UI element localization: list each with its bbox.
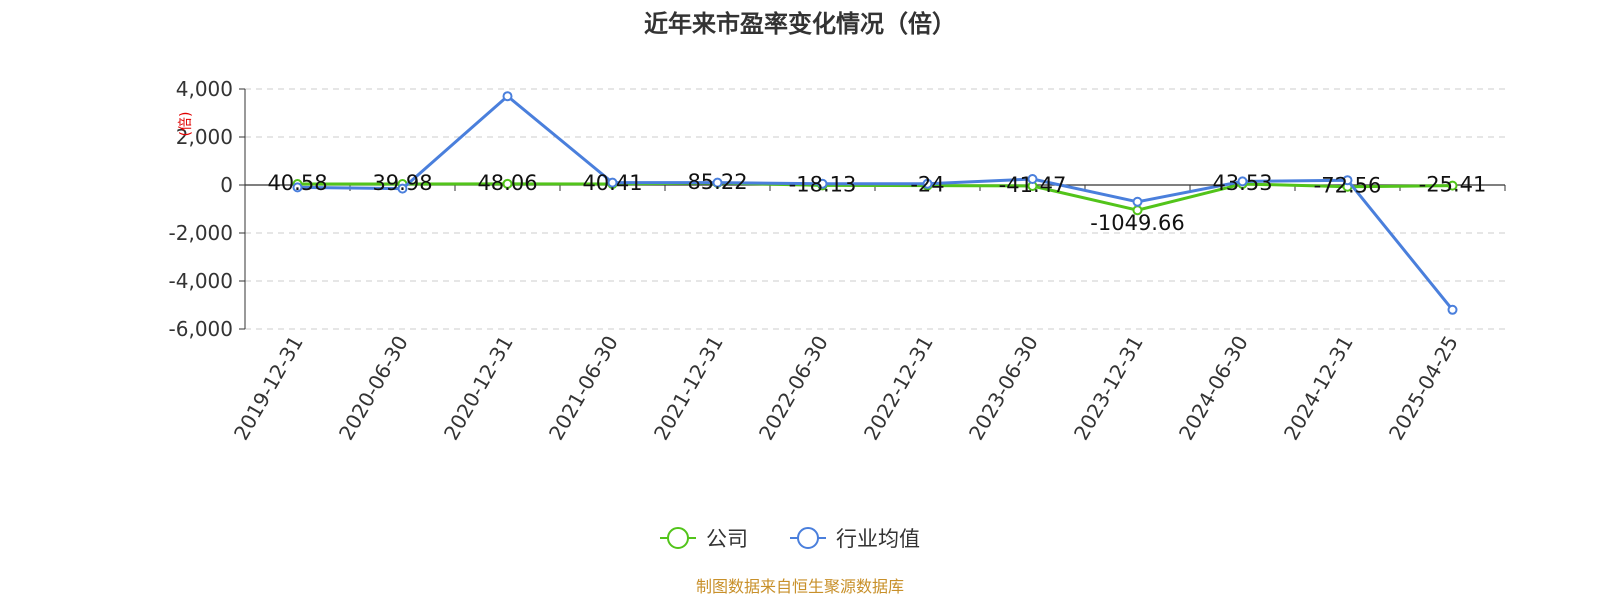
data-point[interactable] <box>922 178 933 189</box>
data-point[interactable] <box>502 178 513 189</box>
data-label: 43.53 <box>1212 171 1272 195</box>
data-labels: 40.58 39.98 48.06 40.41 85.22 -18.13 -24 -41.47… <box>267 170 1486 235</box>
x-tick-label: 2022-06-30 <box>754 332 833 445</box>
data-label: 85.22 <box>687 170 747 194</box>
data-label: -72.56 <box>1314 174 1382 198</box>
data-point[interactable] <box>502 91 513 102</box>
data-point[interactable] <box>1027 174 1038 184</box>
data-label: -1049.66 <box>1090 211 1184 235</box>
y-axis-unit-label: (倍) <box>178 112 194 137</box>
y-tick-label: 2,000 <box>176 125 233 149</box>
x-tick-label: 2020-06-30 <box>334 332 413 445</box>
y-tick-label: 4,000 <box>176 77 233 101</box>
data-point[interactable] <box>1447 304 1458 315</box>
x-tick-label: 2021-12-31 <box>649 332 728 445</box>
legend-label: 公司 <box>706 527 748 551</box>
source-footnote: 制图数据来自恒生聚源数据库 <box>696 577 904 596</box>
data-label: -41.47 <box>999 173 1067 197</box>
data-point[interactable] <box>1447 180 1458 191</box>
data-label: 39.98 <box>372 171 432 195</box>
data-point[interactable] <box>1342 175 1353 186</box>
series-group <box>292 91 1458 315</box>
x-axis: 2019-12-31 2020-06-30 2020-12-31 2021-06-30… <box>229 184 1506 445</box>
x-tick-label: 2019-12-31 <box>229 332 308 445</box>
y-tick-label: -6,000 <box>169 317 233 341</box>
legend-item[interactable]: 行业均值 <box>790 527 920 551</box>
x-tick-label: 2021-06-30 <box>544 332 623 445</box>
x-tick-label: 2022-12-31 <box>859 332 938 445</box>
x-tick-label: 2023-12-31 <box>1069 332 1148 445</box>
data-point[interactable] <box>1132 196 1143 207</box>
data-point[interactable] <box>607 177 618 188</box>
data-label: -24 <box>910 173 944 197</box>
data-label: -25.41 <box>1419 173 1487 197</box>
x-tick-label: 2023-06-30 <box>964 332 1043 445</box>
y-tick-label: 0 <box>220 173 233 197</box>
data-label: 48.06 <box>477 171 537 195</box>
y-axis: 4,000 2,000 0 -2,000 -4,000 -6,000 <box>169 77 246 341</box>
legend-marker <box>797 527 819 549</box>
series-line <box>297 94 1454 311</box>
chart-title: 近年来市盈率变化情况（倍） <box>644 10 956 38</box>
data-label: 40.58 <box>267 171 327 195</box>
series-line <box>297 181 1453 212</box>
x-tick-label: 2024-06-30 <box>1174 332 1253 445</box>
data-point[interactable] <box>292 182 303 193</box>
data-point[interactable] <box>397 183 408 194</box>
data-label: -18.13 <box>789 172 857 196</box>
y-tick-label: -4,000 <box>169 269 233 293</box>
legend[interactable]: 公司 行业均值 <box>660 527 920 551</box>
grid-lines <box>245 88 1505 330</box>
data-point[interactable] <box>712 177 723 188</box>
data-point[interactable] <box>1237 176 1248 187</box>
data-label: 40.41 <box>582 171 642 195</box>
x-tick-label: 2024-12-31 <box>1279 332 1358 445</box>
data-point[interactable] <box>817 178 828 189</box>
legend-marker <box>667 527 689 549</box>
x-tick-label: 2025-04-25 <box>1384 332 1463 445</box>
x-tick-label: 2020-12-31 <box>439 332 518 445</box>
y-tick-label: -2,000 <box>169 221 233 245</box>
legend-label: 行业均值 <box>836 527 920 551</box>
legend-item[interactable]: 公司 <box>660 527 748 551</box>
